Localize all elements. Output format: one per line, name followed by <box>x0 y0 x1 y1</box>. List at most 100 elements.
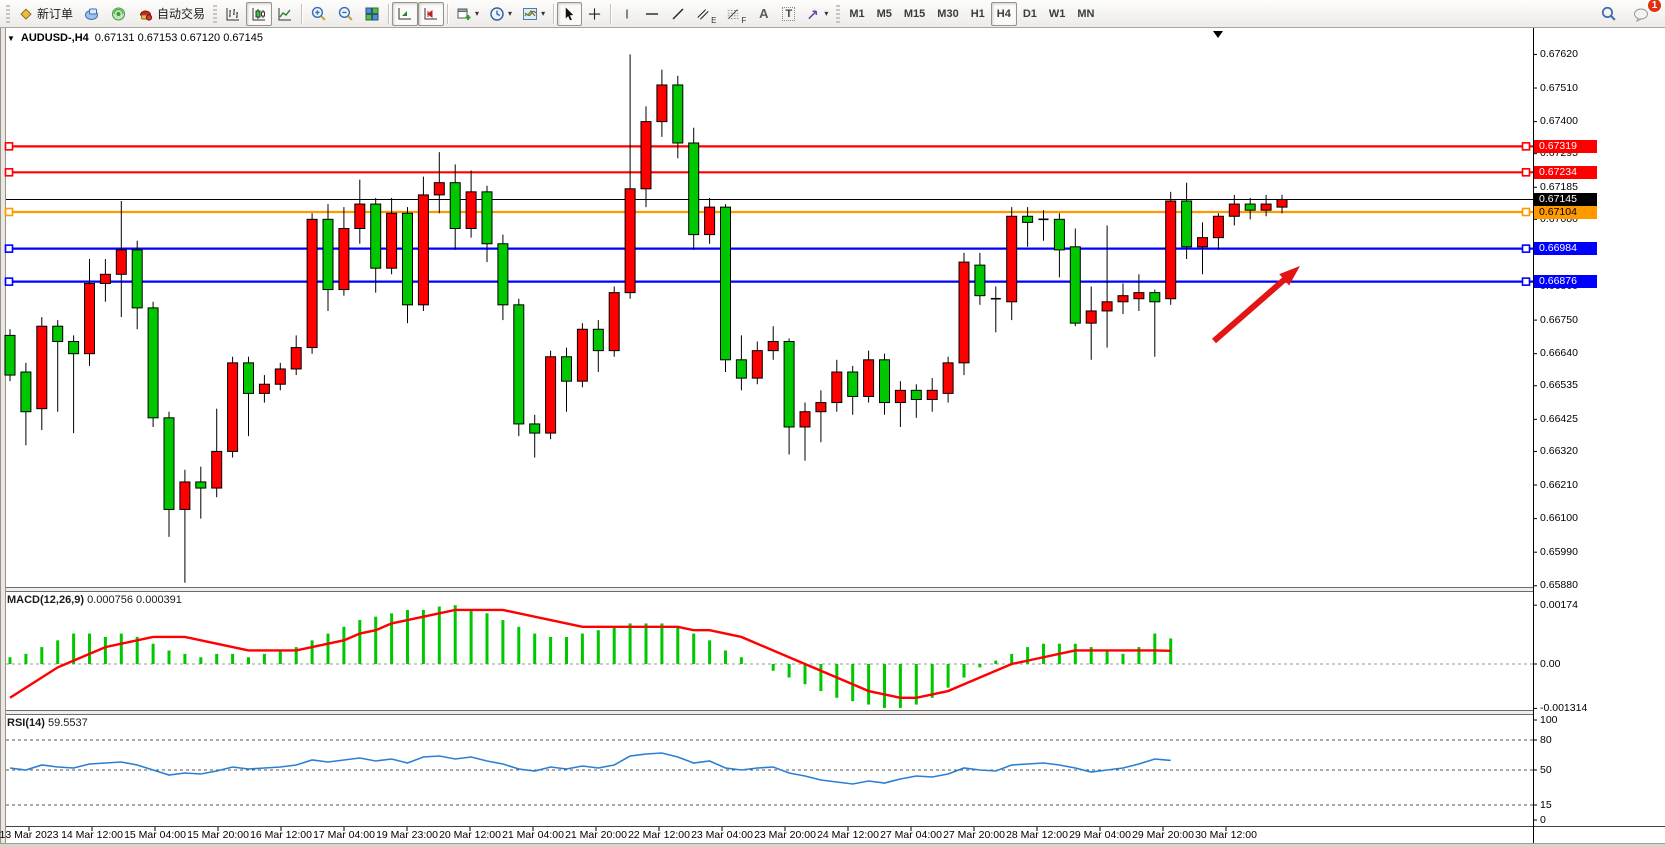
label-tool-icon: T <box>782 6 796 21</box>
candles <box>4 54 1288 583</box>
candle <box>879 353 890 415</box>
tile-windows-button[interactable] <box>359 2 385 26</box>
candle <box>831 359 843 412</box>
chart-symbol-period: AUDUSD-,H4 <box>20 32 89 44</box>
search-button[interactable] <box>1595 2 1622 26</box>
candle <box>322 204 334 311</box>
candle <box>211 408 223 498</box>
toolbar-grip[interactable] <box>6 4 10 23</box>
price-line-badge: 0.67104 <box>1534 205 1597 219</box>
new-chart-button[interactable]: ▾ <box>451 2 484 26</box>
dropdown-caret-icon[interactable]: ▾ <box>541 8 546 18</box>
candle <box>799 402 811 461</box>
indicators-button[interactable]: ▾ <box>517 2 550 26</box>
cursor-tool-button[interactable] <box>557 1 583 26</box>
chart-title-dropdown-icon[interactable]: ▼ <box>7 33 15 43</box>
toolbar-grip[interactable] <box>213 4 218 23</box>
candle <box>958 252 970 376</box>
text-tool-button[interactable]: A <box>751 2 776 26</box>
timeframe-button-m1[interactable]: M1 <box>849 7 865 20</box>
auto-scroll-button[interactable] <box>392 1 419 26</box>
toolbar-separator <box>388 3 390 24</box>
rsi-indicator-label: RSI(14) 59.5537 <box>7 717 88 729</box>
rsi-axis-tick: 80 <box>1540 733 1552 746</box>
timeframe-button-d1[interactable]: D1 <box>1022 7 1037 20</box>
candle <box>99 259 111 302</box>
dropdown-caret-icon[interactable]: ▾ <box>475 8 480 18</box>
candle <box>974 252 986 305</box>
candle <box>1212 213 1224 250</box>
zoom-in-button[interactable] <box>305 2 332 26</box>
time-axis-label: 19 Mar 23:00 <box>376 829 438 841</box>
price-axis-tick: 0.67400 <box>1540 115 1578 128</box>
new-order-button[interactable]: 新订单 <box>13 2 78 26</box>
notification-badge: 1 <box>1647 0 1662 13</box>
rsi-panel <box>6 739 1533 806</box>
time-axis-label: 15 Mar 04:00 <box>124 829 186 841</box>
horizontal-line-tool-button[interactable] <box>639 2 665 26</box>
candle <box>1022 207 1034 247</box>
dropdown-caret-icon[interactable]: ▾ <box>824 8 829 18</box>
timeframe-button-w1[interactable]: W1 <box>1048 7 1066 20</box>
vertical-line-tool-button[interactable] <box>614 2 639 26</box>
auto-trading-button[interactable]: 自动交易 <box>132 2 210 26</box>
chart-shift-button[interactable] <box>418 1 445 26</box>
candle <box>227 356 239 458</box>
macd-axis-tick: 0.00 <box>1540 657 1561 670</box>
candle <box>704 197 716 244</box>
timeframe-button-h4[interactable]: H4 <box>990 1 1017 26</box>
line-chart-button[interactable] <box>272 2 298 26</box>
auto-scroll-icon <box>398 7 412 19</box>
price-line-badge: 0.66876 <box>1534 275 1597 289</box>
macd-name: MACD(12,26,9) <box>7 594 85 606</box>
arrows-tool-button[interactable]: ▾ <box>801 2 833 26</box>
indicators-icon <box>523 7 538 20</box>
period-button[interactable]: ▾ <box>484 2 517 26</box>
timeframe-button-mn[interactable]: MN <box>1077 7 1095 20</box>
toolbar-grip[interactable] <box>836 4 841 23</box>
label-tool-button[interactable]: T <box>776 2 801 26</box>
timeframe-button-m5[interactable]: M5 <box>876 7 892 20</box>
candlestick-chart-icon <box>252 7 266 20</box>
candlestick-chart-button[interactable] <box>246 1 273 26</box>
candle <box>656 69 668 137</box>
price-line-badge: 0.67319 <box>1534 139 1597 153</box>
candle <box>735 335 747 391</box>
candle <box>465 170 477 238</box>
current-price-badge: 0.67145 <box>1534 192 1597 206</box>
candle <box>1085 286 1097 360</box>
channel-tool-button[interactable]: E <box>691 2 721 26</box>
channel-suffix-label: E <box>711 15 717 25</box>
price-axis-tick: 0.66425 <box>1540 412 1578 425</box>
bar-chart-button[interactable] <box>220 2 246 26</box>
candle <box>990 286 1001 333</box>
timeframe-button-h1[interactable]: H1 <box>970 7 985 20</box>
time-axis-label: 30 Mar 12:00 <box>1195 829 1257 841</box>
timeframe-button-m15[interactable]: M15 <box>903 7 926 20</box>
data-window-button[interactable] <box>78 2 105 26</box>
crosshair-tool-button[interactable] <box>582 2 607 26</box>
fibonacci-tool-button[interactable]: F <box>721 2 751 26</box>
candle <box>847 365 859 415</box>
notifications-button[interactable]: 1 <box>1628 0 1662 26</box>
macd-panel <box>6 605 1533 708</box>
toolbar-separator <box>553 3 555 24</box>
alerts-button[interactable] <box>105 2 132 26</box>
candle <box>1260 194 1272 217</box>
price-axis-tick: 0.66320 <box>1540 444 1578 457</box>
time-axis-label: 20 Mar 12:00 <box>439 829 501 841</box>
trendline-icon <box>672 8 684 19</box>
line-chart-icon <box>278 7 292 20</box>
price-axis-tick: 0.67620 <box>1540 47 1578 60</box>
chart-title[interactable]: ▼ AUDUSD-,H4 0.67131 0.67153 0.67120 0.6… <box>7 32 263 44</box>
candle <box>68 335 80 434</box>
trendline-tool-button[interactable] <box>665 2 691 26</box>
candle <box>258 375 270 403</box>
new-chart-icon <box>457 8 471 20</box>
candle <box>195 466 207 519</box>
main-toolbar: 新订单 自动交易 <box>0 0 1665 28</box>
timeframe-button-m30[interactable]: M30 <box>937 7 959 20</box>
zoom-out-button[interactable] <box>332 2 359 26</box>
dropdown-caret-icon[interactable]: ▾ <box>508 8 513 18</box>
